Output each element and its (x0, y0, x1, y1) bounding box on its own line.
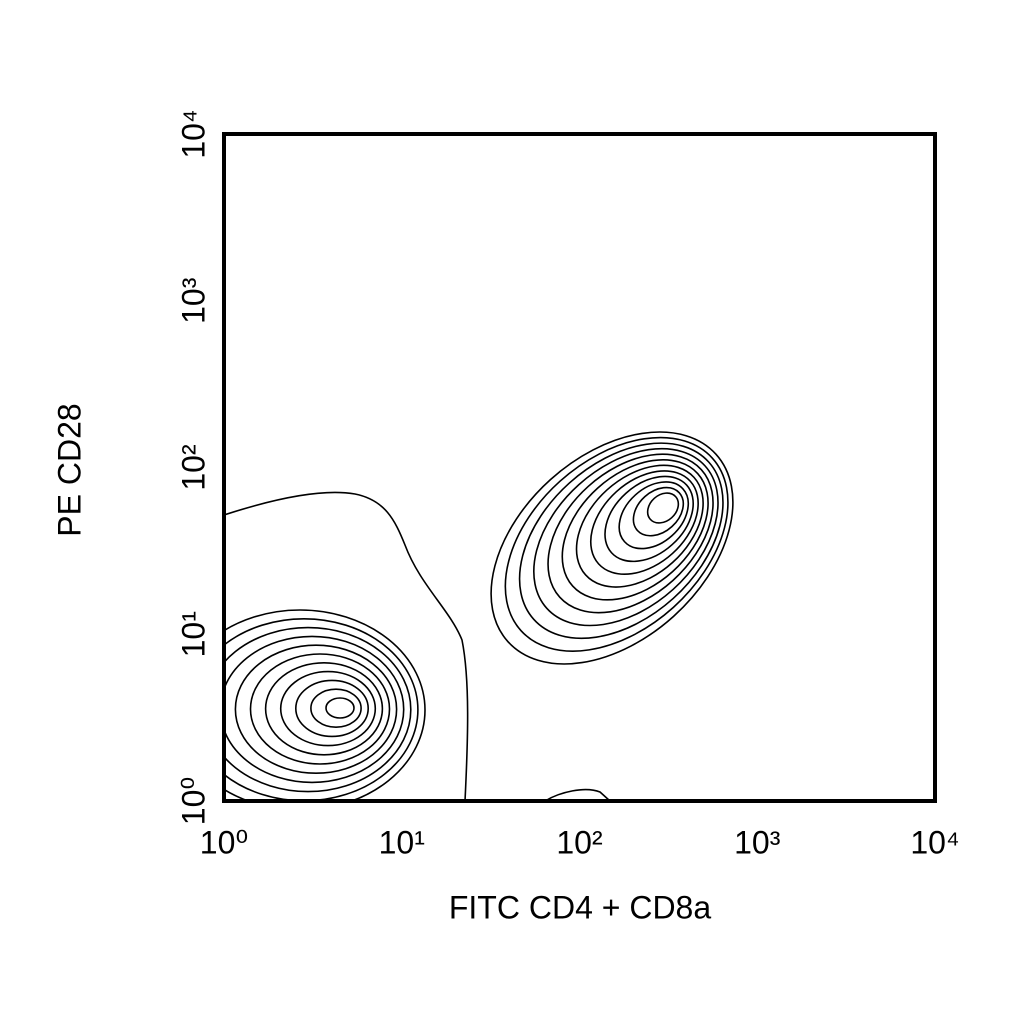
x-tick-label: 10³ (734, 824, 781, 860)
y-axis-label: PE CD28 (51, 403, 87, 536)
contour-plot (224, 431, 734, 801)
contour-line (224, 491, 469, 801)
contour-line (604, 475, 694, 563)
x-tick-label: 10² (556, 824, 603, 860)
contour-line (264, 661, 384, 756)
contour-line (589, 470, 699, 575)
x-tick-label: 10¹ (379, 824, 425, 860)
x-tick-label: 10⁰ (200, 824, 248, 860)
y-tick-label: 10² (175, 444, 211, 491)
x-axis-label: FITC CD4 + CD8a (449, 889, 711, 925)
contour-line (234, 644, 398, 775)
contour-line (533, 447, 719, 627)
contour-line (518, 442, 724, 640)
y-tick-label: 10¹ (175, 611, 211, 657)
contour-line (249, 653, 391, 765)
contour-line (504, 436, 729, 652)
contour-line (632, 486, 685, 537)
contour-line (618, 481, 690, 550)
contour-line (224, 626, 412, 793)
contour-line (224, 635, 405, 784)
y-tick-label: 10³ (175, 277, 211, 324)
contour-line (279, 670, 377, 747)
contour-line (561, 458, 709, 601)
contour-line (490, 431, 734, 665)
y-tick-label: 10⁰ (175, 777, 211, 825)
contour-line (224, 609, 426, 801)
contour-line (547, 453, 714, 614)
contour-line (310, 688, 362, 729)
contour-line (325, 697, 355, 719)
y-tick-label: 10⁴ (175, 109, 211, 158)
contour-line (544, 788, 611, 801)
contour-line (646, 492, 680, 524)
x-tick-label: 10⁴ (910, 824, 959, 860)
contour-line (575, 464, 704, 588)
contour-line (294, 679, 369, 738)
